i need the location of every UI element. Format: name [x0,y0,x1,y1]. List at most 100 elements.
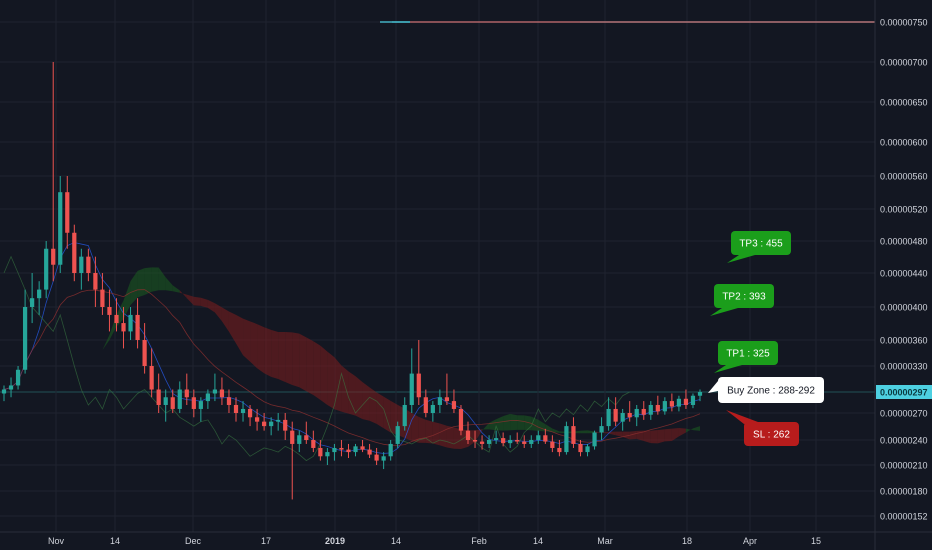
time-tick-label: Apr [743,536,757,546]
tp1-callout[interactable]: TP1 : 325 [714,341,778,373]
price-tick-label: 0.00000270 [880,409,928,419]
price-tick-label: 0.00000480 [880,237,928,247]
tp1-callout-text: TP1 : 325 [726,349,770,360]
candle-body [114,314,119,324]
cloud-segment [137,268,145,298]
candle-body [318,447,323,457]
ichimoku-cloud [74,267,700,450]
time-tick-label: 14 [391,536,401,546]
candle-body [247,408,253,418]
buy-zone-callout[interactable]: Buy Zone : 288-292 [708,377,824,403]
candle-body [149,366,154,390]
sl-callout[interactable]: SL : 262 [726,410,799,446]
candle-body [522,441,527,444]
price-axis[interactable]: 0.00000750 0.00000700 0.00000650 0.00000600… [874,0,932,550]
tp2-callout[interactable]: TP2 : 393 [710,284,774,316]
candle-body [683,398,689,405]
cloud-segment [179,290,187,299]
cloud-segment [671,427,679,441]
cloud-segment [657,429,665,444]
callouts: TP3 : 455 TP2 : 393 TP1 : 325 Buy Zone : 28… [708,231,824,446]
price-tick-label: 0.00000152 [880,512,928,522]
cloud-segment [257,324,265,374]
candle-body [191,397,196,409]
cloud-segment [348,371,356,416]
candle-body [508,440,513,444]
cloud-segment [383,396,391,433]
candle-body [163,397,168,405]
cloud-segment [327,351,335,410]
candle-body [599,426,604,433]
tp3-callout-box [731,231,791,255]
sl-callout-text: SL : 262 [753,430,790,441]
candle-body [592,432,597,447]
candle-body [430,404,435,413]
time-tick-label: Nov [48,536,65,546]
candle-body [571,426,576,444]
sl-callout-box [744,422,799,446]
candle-body [458,408,464,431]
candle-body [564,426,569,453]
cloud-segment [601,431,609,434]
price-tick-label: 0.00000650 [880,98,928,108]
candle-body [620,413,625,422]
candle-body [402,404,407,427]
candle-body [226,397,232,405]
candle-body [437,397,442,405]
candle-body [205,393,210,402]
cloud-segment [608,431,616,436]
candle-body [423,397,428,413]
cloud-segment [615,431,623,438]
price-tick-label: 0.00000560 [880,172,928,182]
cloud-segment [158,267,166,291]
cloud-segment [664,428,672,442]
candle-body [655,404,660,412]
candle-body [184,389,189,398]
cloud-segment [221,307,229,332]
candle-body [395,426,400,444]
time-tick-label: 2019 [325,536,345,546]
cloud-segment [186,294,194,306]
cloud-segment [165,277,173,292]
cloud-segment [214,303,222,322]
callout-tail [710,308,738,316]
candle-body [8,385,14,390]
candle-body [1,389,7,394]
candle-body [170,397,175,409]
candle-body [339,447,344,450]
tp3-callout[interactable]: TP3 : 455 [727,231,791,263]
time-axis[interactable]: Nov 14 Dec 17 2019 14 Feb 14 Mar 18 Apr 15 [0,531,932,546]
candle-body [550,441,555,448]
candle-body [690,395,696,405]
cloud-segment [271,329,279,379]
cloud-segment [418,416,426,443]
price-tick-label: 0.00000240 [880,436,928,446]
cloud-segment [306,337,314,395]
cloud-segment [439,423,447,448]
callout-tail [708,381,718,393]
cloud-segment [425,419,433,444]
time-tick-label: Dec [185,536,202,546]
price-tick-label: 0.00000440 [880,269,928,279]
cloud-segment [193,296,201,306]
price-tick-label: 0.00000180 [880,487,928,497]
cloud-segment [411,413,419,443]
price-tick-label: 0.00000750 [880,18,928,28]
cloud-segment [692,426,700,431]
candle-body [465,430,471,440]
candle-body [297,435,302,444]
candle-body [198,401,203,409]
candle-body [416,373,421,398]
current-price-label: 0.00000297 [880,388,928,398]
cloud-segment [453,427,461,450]
cloud-segment [643,430,651,444]
cloud-segment [278,331,286,383]
lagging-line [3,255,630,462]
cloud-segment [446,425,454,449]
cloud-segment [538,419,546,432]
tp2-callout-text: TP2 : 393 [722,292,766,303]
candle-body [135,314,140,340]
candle-body [44,248,49,290]
time-tick-label: 18 [682,536,692,546]
